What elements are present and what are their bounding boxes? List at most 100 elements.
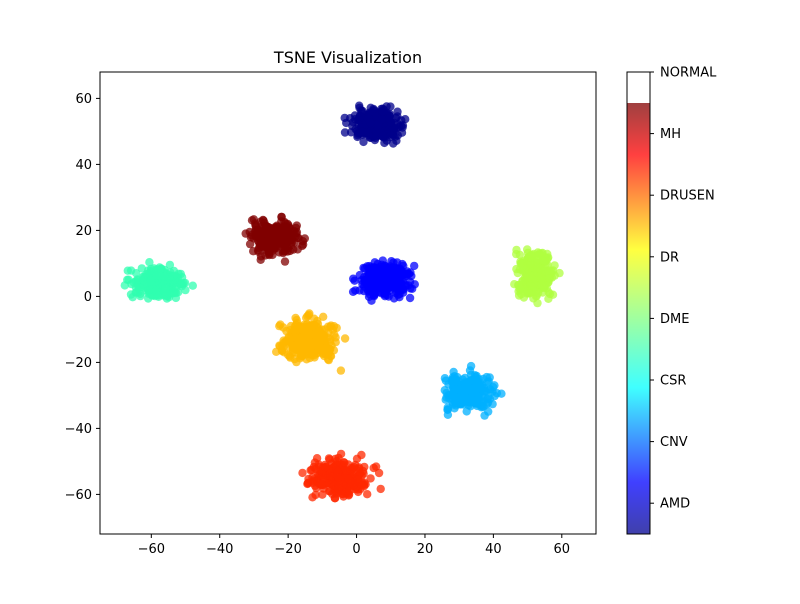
point-csr [451, 385, 461, 394]
colorbar-label-cnv: CNV [660, 435, 688, 450]
y-tick-label: 40 [75, 158, 92, 173]
point-dme [131, 283, 141, 292]
colorbar-label-dme: DME [660, 312, 689, 327]
colorbar-label-amd: AMD [660, 497, 690, 512]
point-mh [344, 474, 353, 484]
point-dme [188, 281, 197, 290]
point-mh [340, 458, 349, 467]
point-cnv [384, 292, 393, 301]
point-dr [545, 274, 554, 283]
point-mh [374, 468, 384, 478]
colorbar-ticks: AMD CNV CSR DME DR DRUSEN MH NORMAL [650, 66, 717, 512]
point-dme [152, 271, 161, 280]
point-dr [517, 281, 527, 290]
point-csr [441, 395, 450, 404]
x-tick-label: −40 [206, 542, 233, 557]
plot-frame [99, 71, 597, 535]
y-tick-label: −60 [65, 488, 92, 503]
point-dr [526, 259, 535, 268]
point-csr [490, 391, 499, 401]
point-dr [537, 280, 546, 289]
point-cnv [393, 264, 402, 273]
point-csr [471, 372, 480, 382]
point-cnv [404, 281, 413, 290]
point-amd [371, 112, 380, 121]
point-drusen [293, 318, 302, 328]
point-dr [517, 290, 526, 299]
point-csr [497, 389, 506, 398]
point-amd [355, 101, 364, 110]
point-dme [144, 286, 153, 295]
x-tick-label: −20 [274, 542, 301, 557]
colorbar-label-dr: DR [660, 250, 679, 265]
point-csr [476, 382, 485, 391]
point-mh [341, 466, 351, 476]
point-normal [277, 212, 286, 222]
point-cnv [362, 279, 371, 288]
point-csr [443, 410, 453, 419]
colorbar-top-band [627, 72, 650, 103]
point-csr [462, 407, 471, 416]
colorbar-label-mh: MH [660, 127, 681, 142]
point-dme [177, 273, 187, 282]
point-normal [251, 227, 260, 236]
point-csr [461, 380, 471, 390]
point-dr [545, 289, 555, 299]
colorbar-label-normal: NORMAL [660, 66, 717, 81]
point-dme [165, 260, 175, 270]
point-drusen [272, 347, 281, 356]
point-csr [459, 392, 469, 401]
point-amd [391, 124, 401, 133]
point-cnv [368, 276, 378, 285]
point-drusen [319, 336, 329, 345]
point-drusen [302, 343, 311, 353]
point-mh [298, 468, 307, 478]
scatter-points [120, 101, 564, 503]
point-dme [146, 277, 155, 286]
y-axis: −60 −40 −20 0 20 40 60 [65, 92, 100, 503]
colorbar-gradient [627, 103, 650, 534]
point-mh [309, 462, 318, 472]
point-amd [386, 102, 395, 111]
point-drusen [326, 322, 335, 331]
point-mh [354, 463, 364, 472]
point-normal [280, 231, 289, 240]
point-cnv [410, 261, 419, 271]
point-dme [145, 258, 154, 267]
point-dme [181, 285, 190, 295]
point-normal [286, 236, 295, 245]
point-drusen [284, 332, 293, 342]
point-amd [378, 107, 387, 116]
point-dme [136, 291, 145, 301]
point-csr [488, 399, 497, 409]
point-amd [393, 107, 402, 116]
point-cnv [369, 283, 378, 292]
point-mh [308, 478, 317, 487]
point-drusen [292, 340, 301, 350]
point-dme [120, 281, 129, 290]
point-mh [321, 463, 330, 472]
point-mh [357, 450, 366, 460]
point-dr [510, 280, 519, 289]
point-normal [280, 257, 290, 266]
point-cnv [396, 278, 406, 287]
colorbar-label-drusen: DRUSEN [660, 189, 715, 204]
point-amd [348, 121, 357, 131]
point-drusen [336, 366, 346, 375]
point-normal [289, 226, 299, 236]
point-mh [371, 462, 381, 471]
point-dme [168, 289, 177, 298]
x-tick-label: 0 [352, 542, 360, 557]
point-amd [358, 127, 367, 137]
point-normal [271, 224, 280, 233]
point-amd [393, 131, 402, 140]
point-drusen [300, 329, 309, 338]
y-tick-label: 0 [84, 290, 92, 305]
point-cnv [396, 285, 405, 295]
point-csr [480, 411, 489, 420]
point-dme [137, 264, 146, 273]
point-cnv [405, 293, 415, 303]
y-tick-label: 20 [75, 224, 92, 239]
colorbar-frame [626, 71, 651, 535]
